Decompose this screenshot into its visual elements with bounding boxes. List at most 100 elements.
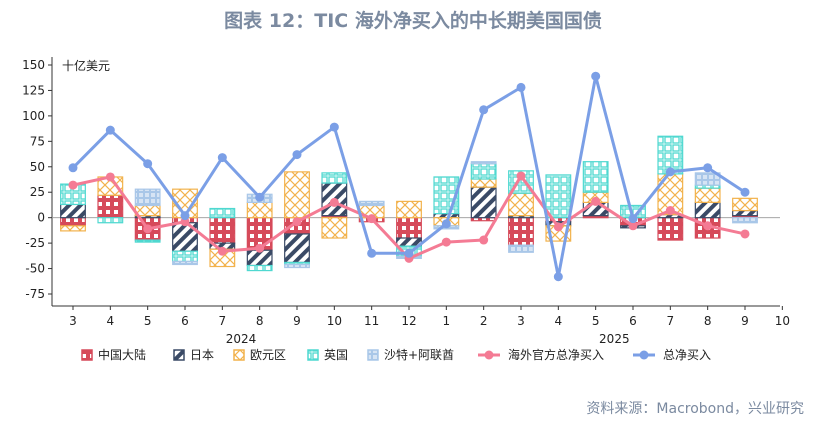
- series-point: [665, 167, 675, 177]
- x-tick-label: 10: [327, 314, 342, 328]
- legend-swatch: [81, 349, 93, 361]
- series-point: [591, 71, 601, 81]
- legend-swatch: [233, 349, 245, 361]
- series-point: [292, 217, 302, 227]
- legend-swatch: [173, 349, 185, 361]
- y-tick-label: -25: [25, 236, 45, 250]
- legend-label: 英国: [324, 348, 348, 362]
- series-point: [516, 82, 526, 92]
- bar-segment: [694, 187, 721, 203]
- series-point: [68, 163, 78, 173]
- x-tick-label: 6: [629, 314, 637, 328]
- bar-segment: [246, 201, 273, 219]
- bar-segment: [60, 217, 86, 227]
- bar-segment: [321, 217, 348, 239]
- series-point: [217, 153, 227, 163]
- x-tick-label: 5: [592, 314, 600, 328]
- y-unit-label: 十亿美元: [62, 58, 110, 73]
- bar-segment: [732, 197, 758, 212]
- x-tick-label: 11: [364, 314, 379, 328]
- series-point: [329, 197, 339, 207]
- bar-segment: [134, 239, 161, 243]
- bar-segment: [172, 250, 198, 263]
- legend: 中国大陆 日本 欧元区 英国 沙特+阿联酋 海外官方总净买入 总净买入: [81, 347, 711, 362]
- bar-segment: [209, 217, 236, 244]
- series-point: [143, 224, 153, 234]
- chart-title: 图表 12：TIC 海外净买入的中长期美国国债: [224, 10, 602, 32]
- y-tick-label: 25: [30, 185, 45, 199]
- bar-segment: [732, 209, 758, 217]
- bar-segment: [60, 203, 86, 219]
- year-label: 2024: [226, 332, 257, 346]
- bar-segment: [545, 174, 572, 219]
- bar-segment: [60, 225, 86, 232]
- series-point: [143, 159, 153, 169]
- series-point: [68, 180, 78, 190]
- series-point: [628, 221, 638, 231]
- x-tick-label: 3: [517, 314, 525, 328]
- series-point: [255, 192, 265, 202]
- bar-segment: [433, 212, 460, 219]
- x-tick-label: 6: [181, 314, 189, 328]
- bar-segment: [172, 260, 198, 266]
- legend-label: 中国大陆: [98, 347, 146, 362]
- series-point: [217, 246, 227, 256]
- series-point: [180, 211, 190, 221]
- bar-segment: [732, 217, 758, 224]
- series-point: [105, 125, 115, 135]
- bar-segment: [470, 178, 497, 188]
- x-tick-label: 9: [741, 314, 749, 328]
- source-note: 资料来源：Macrobond，兴业研究: [586, 401, 804, 417]
- y-tick-label: 75: [30, 134, 45, 148]
- y-tick-label: 150: [22, 58, 45, 72]
- x-tick-label: 10: [775, 314, 790, 328]
- legend-swatch: [367, 349, 379, 361]
- series-point: [553, 222, 563, 232]
- bar-segment: [657, 217, 684, 241]
- x-tick-label: 7: [219, 314, 227, 328]
- x-tick-label: 8: [704, 314, 712, 328]
- legend-label: 欧元区: [250, 348, 286, 362]
- x-tick-label: 7: [667, 314, 675, 328]
- legend-swatch: [307, 349, 319, 361]
- series-point: [292, 150, 302, 160]
- bar-segment: [582, 161, 609, 193]
- x-tick-label: 8: [256, 314, 264, 328]
- legend-marker: [639, 350, 649, 360]
- bar-segment: [284, 263, 310, 269]
- series-point: [591, 196, 601, 206]
- bar-segment: [97, 217, 124, 224]
- series-point: [367, 248, 377, 258]
- series-point: [479, 235, 489, 245]
- series-point: [703, 163, 713, 173]
- bar-segment: [358, 200, 385, 207]
- bar-segment: [470, 186, 497, 219]
- bar-segment: [246, 264, 273, 272]
- bar-segment: [470, 163, 497, 180]
- year-label: 2025: [599, 332, 630, 346]
- bar-segment: [694, 201, 721, 219]
- x-tick-label: 4: [555, 314, 563, 328]
- series-point: [740, 229, 750, 239]
- series-point: [553, 272, 563, 282]
- y-tick-label: -75: [25, 287, 45, 301]
- series-point: [367, 214, 377, 224]
- y-tick-label: 50: [30, 160, 45, 174]
- bar-segment: [284, 233, 310, 264]
- series-point: [479, 105, 489, 115]
- bar-segment: [97, 194, 124, 219]
- x-tick-label: 12: [401, 314, 416, 328]
- x-tick-label: 2: [480, 314, 488, 328]
- bar-segment: [508, 192, 534, 217]
- series-point: [703, 221, 713, 231]
- series-point: [740, 187, 750, 197]
- bar-segment: [694, 172, 721, 186]
- series-point: [441, 219, 451, 229]
- y-tick-label: -50: [25, 262, 45, 276]
- series-point: [404, 248, 414, 258]
- legend-marker: [484, 350, 494, 360]
- x-tick-label: 3: [69, 314, 77, 328]
- y-tick-label: 100: [22, 109, 45, 123]
- bar-segment: [396, 200, 422, 219]
- series-point: [516, 171, 526, 181]
